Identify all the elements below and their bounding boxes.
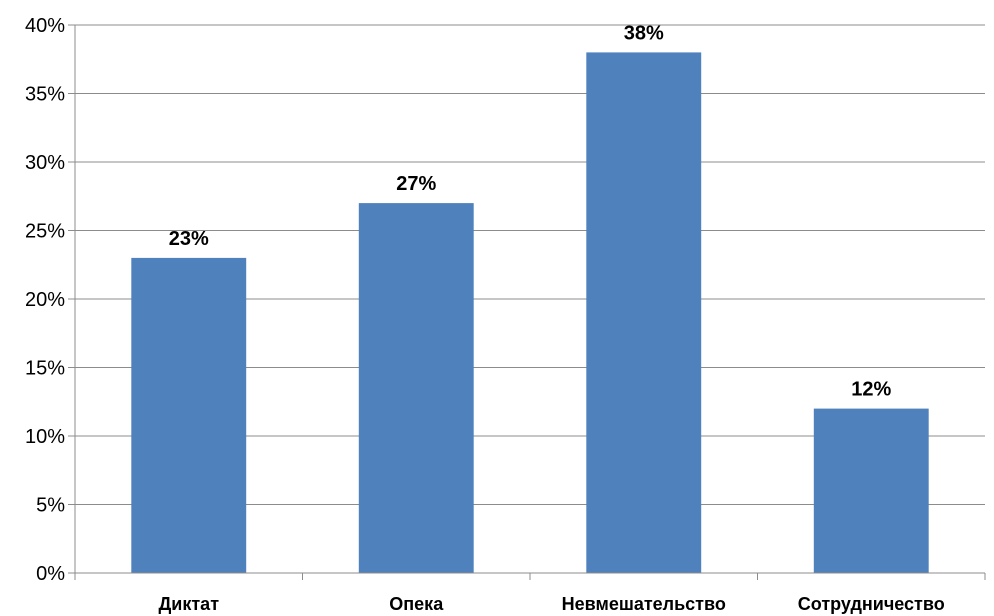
y-tick-label: 15% bbox=[25, 358, 65, 380]
bars bbox=[131, 52, 929, 573]
bar-4 bbox=[813, 408, 929, 573]
category-label: Невмешательство bbox=[562, 594, 726, 614]
data-label: 27% bbox=[396, 173, 436, 195]
y-tick-label: 10% bbox=[25, 426, 65, 448]
data-label: 23% bbox=[169, 228, 209, 250]
y-tick-label: 35% bbox=[25, 84, 65, 106]
labels: 0% 5% 10% 15% 20% 25% 30% 35% 40% 23% Диктат 27% Опе… bbox=[25, 15, 945, 614]
y-tick-label: 40% bbox=[25, 15, 65, 37]
axes bbox=[68, 24, 986, 580]
bar-2 bbox=[358, 203, 474, 573]
y-tick-label: 20% bbox=[25, 289, 65, 311]
y-tick-label: 30% bbox=[25, 152, 65, 174]
bar-3 bbox=[586, 52, 702, 573]
bar-1 bbox=[131, 257, 247, 573]
category-label: Опека bbox=[389, 594, 444, 614]
y-tick-label: 25% bbox=[25, 221, 65, 243]
data-label: 12% bbox=[851, 379, 891, 401]
y-tick-label: 0% bbox=[36, 563, 65, 585]
category-label: Сотрудничество bbox=[798, 594, 945, 614]
y-tick-label: 5% bbox=[36, 495, 65, 517]
category-label: Диктат bbox=[158, 594, 219, 614]
data-label: 38% bbox=[624, 22, 664, 44]
